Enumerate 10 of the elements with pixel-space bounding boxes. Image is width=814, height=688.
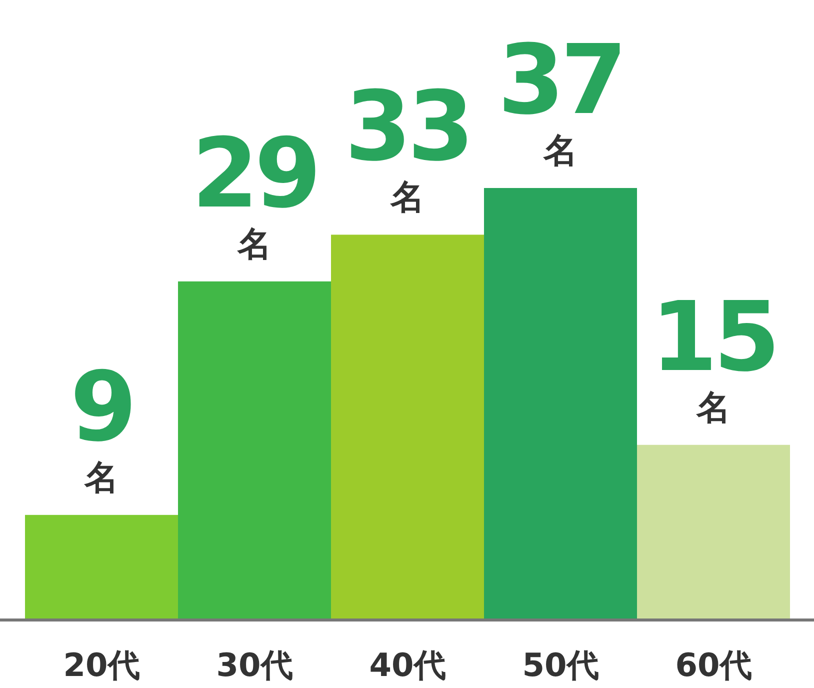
- annotation: 名: [236, 224, 272, 264]
- x-tick-label: 20代: [63, 646, 140, 684]
- annotation: 名: [84, 458, 118, 498]
- x-tick-label: 40代: [369, 646, 446, 684]
- annotation: 名: [542, 131, 578, 171]
- annotation: 名: [696, 388, 730, 428]
- x-tick-label: 60代: [675, 646, 752, 684]
- x-tick-label: 50代: [522, 646, 599, 684]
- x-tick-label: 30代: [216, 646, 293, 684]
- annotation: 名: [390, 178, 424, 218]
